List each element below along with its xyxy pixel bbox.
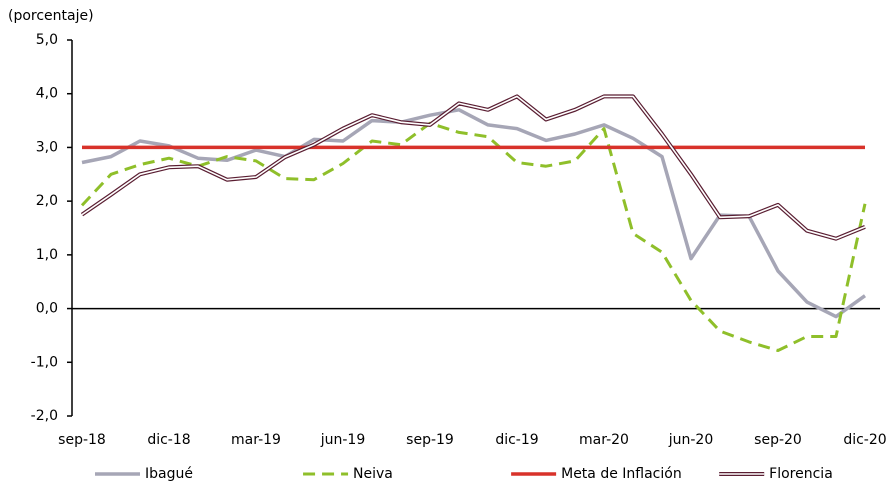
- x-tick-label: jun-19: [320, 432, 366, 448]
- legend-label: Meta de Inflación: [561, 466, 682, 482]
- y-tick-label: -1,0: [31, 354, 58, 370]
- legend-label: Ibagué: [145, 466, 193, 482]
- y-tick-label: 3,0: [36, 139, 58, 155]
- y-tick-label: 2,0: [36, 193, 58, 209]
- x-tick-label: dic-18: [147, 432, 190, 448]
- x-tick-label: jun-20: [668, 432, 714, 448]
- series-line: [81, 108, 867, 319]
- y-tick-label: 4,0: [36, 86, 58, 102]
- y-axis-label: (porcentaje): [8, 8, 94, 24]
- series-line-inner: [81, 95, 866, 240]
- x-tick-label: sep-20: [754, 432, 802, 448]
- x-tick-label: sep-19: [406, 432, 454, 448]
- x-tick-label: dic-20: [843, 432, 886, 448]
- x-tick-label: sep-18: [58, 432, 106, 448]
- y-tick-label: 1,0: [36, 247, 58, 263]
- legend-label: Florencia: [769, 466, 833, 482]
- y-tick-label: 5,0: [36, 32, 58, 48]
- y-tick-label: -2,0: [31, 408, 58, 424]
- x-tick-label: mar-19: [231, 432, 281, 448]
- y-tick-label: 0,0: [36, 301, 58, 317]
- x-tick-label: mar-20: [579, 432, 629, 448]
- legend-label: Neiva: [353, 466, 393, 482]
- x-tick-label: dic-19: [495, 432, 538, 448]
